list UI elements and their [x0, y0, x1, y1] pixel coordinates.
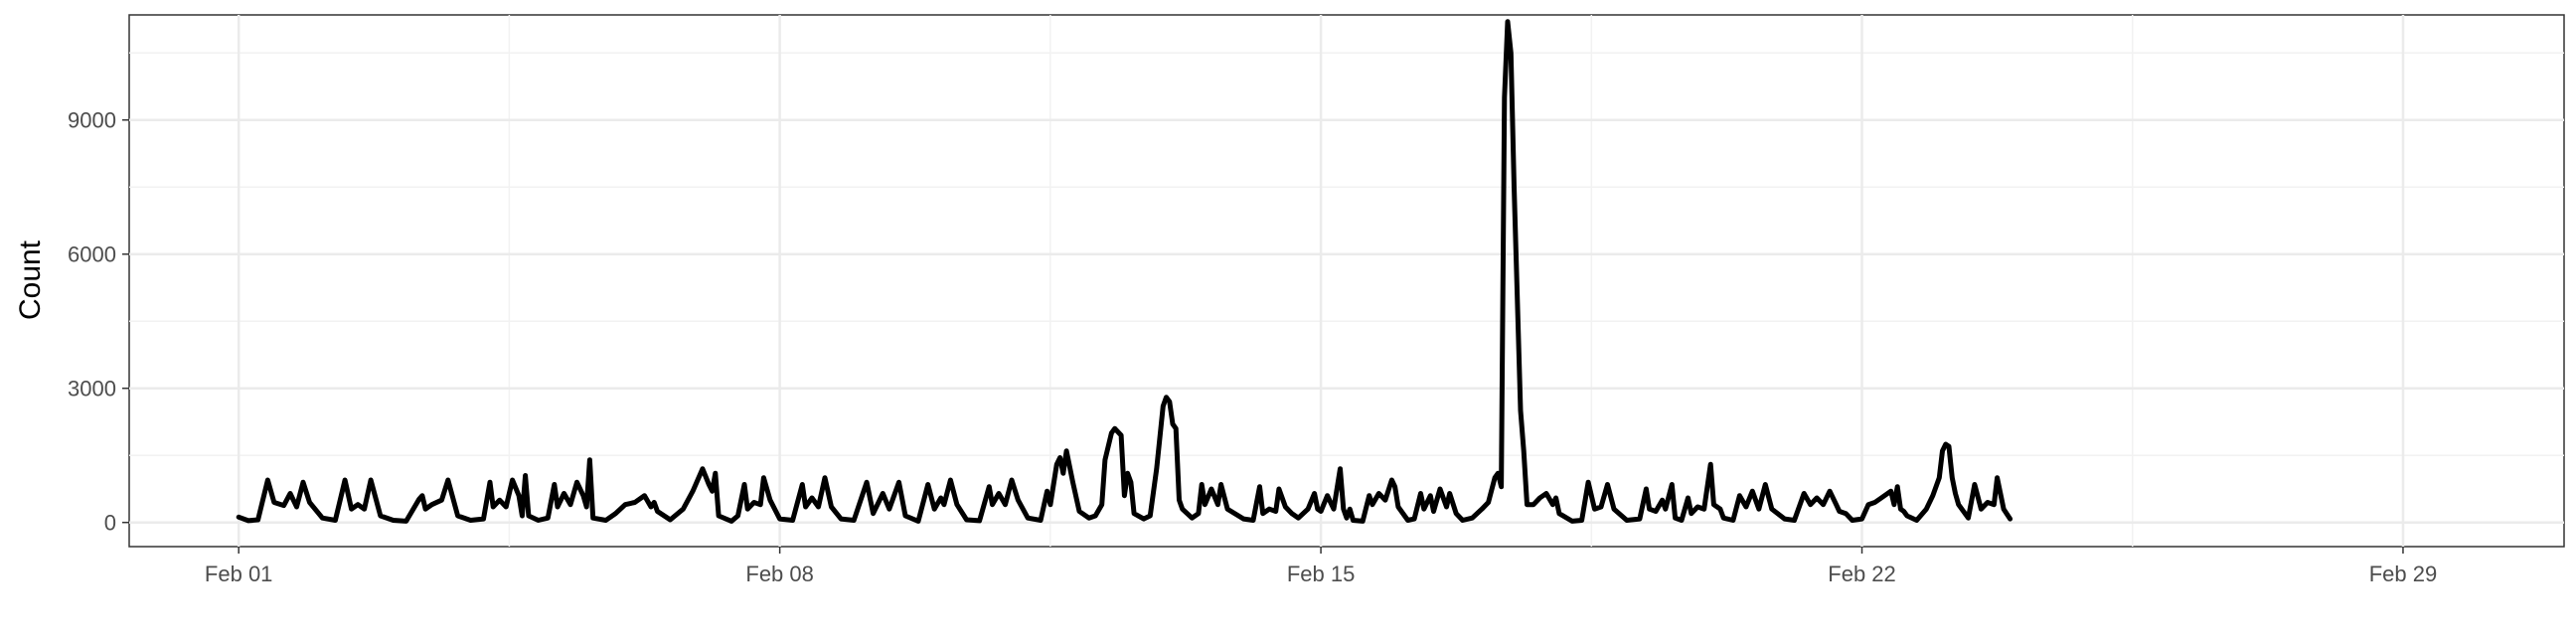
plot-panel	[128, 14, 2565, 548]
x-tick-label: Feb 29	[2369, 562, 2438, 586]
y-tick-label: 9000	[68, 108, 116, 133]
axis-ticks	[122, 118, 2404, 554]
x-tick-label: Feb 22	[1828, 562, 1896, 586]
x-tick-label: Feb 15	[1287, 562, 1356, 586]
x-axis-tick-labels: Feb 01 Feb 08 Feb 15 Feb 22 Feb 29	[205, 562, 2437, 586]
y-tick-label: 3000	[68, 377, 116, 402]
major-gridlines	[129, 15, 2564, 547]
y-tick-label: 0	[104, 511, 116, 536]
y-axis-tick-labels: 0 3000 6000 9000	[68, 108, 116, 536]
y-axis-title: Count	[14, 240, 47, 320]
minor-gridlines	[129, 15, 2564, 547]
y-tick-label: 6000	[68, 242, 116, 267]
x-tick-label: Feb 08	[745, 562, 814, 586]
count-series-line	[236, 19, 2013, 524]
x-tick-label: Feb 01	[205, 562, 273, 586]
